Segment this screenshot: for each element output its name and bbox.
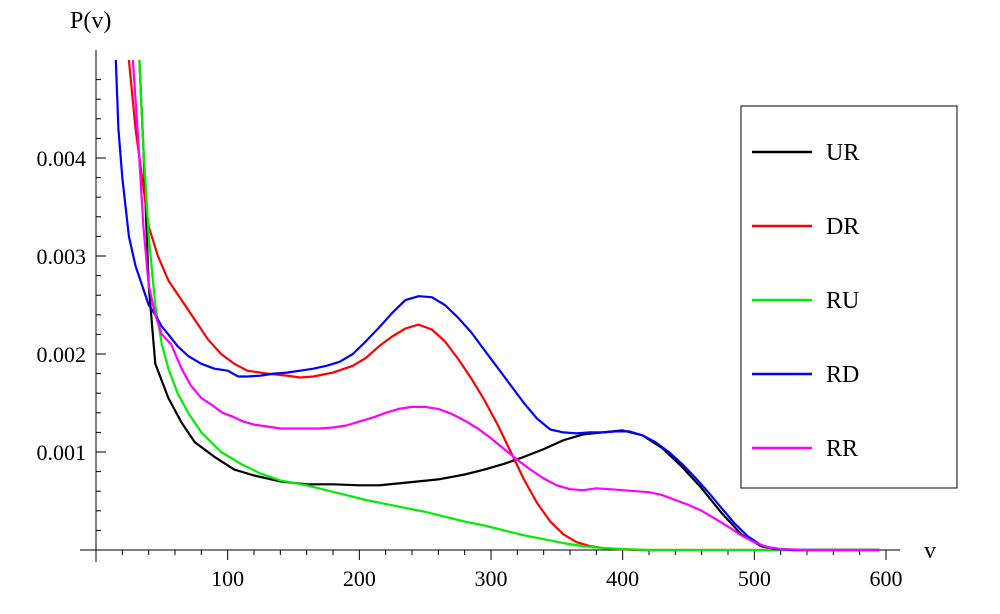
legend: UR DR RU RD RR — [740, 105, 958, 489]
y-tick-label: 0.002 — [37, 342, 87, 367]
series-line-ru — [138, 59, 880, 552]
legend-label-dr: DR — [826, 214, 859, 240]
legend-label-ur: UR — [826, 140, 859, 166]
legend-label-ru: RU — [826, 288, 859, 314]
legend-label-rr: RR — [826, 436, 858, 462]
y-tick-label: 0.004 — [37, 146, 87, 171]
legend-box — [740, 105, 958, 489]
x-tick-label: 400 — [606, 566, 639, 591]
legend-label-rd: RD — [826, 362, 859, 388]
series-line-rr — [131, 59, 880, 552]
series-line-ur — [138, 59, 880, 552]
y-tick-label: 0.003 — [37, 244, 87, 269]
x-tick-label: 100 — [211, 566, 244, 591]
x-tick-label: 200 — [343, 566, 376, 591]
x-tick-label: 600 — [870, 566, 903, 591]
series-line-rd — [114, 59, 880, 552]
y-axis-title: P(v) — [70, 8, 111, 34]
x-axis-title: v — [924, 538, 936, 564]
y-tick-label: 0.001 — [37, 440, 87, 465]
x-tick-label: 300 — [475, 566, 508, 591]
x-tick-label: 500 — [738, 566, 771, 591]
series-layer — [114, 59, 880, 552]
axes: 100 200 300 400 500 600 0.001 0.002 0.003 0.004 — [37, 50, 903, 591]
